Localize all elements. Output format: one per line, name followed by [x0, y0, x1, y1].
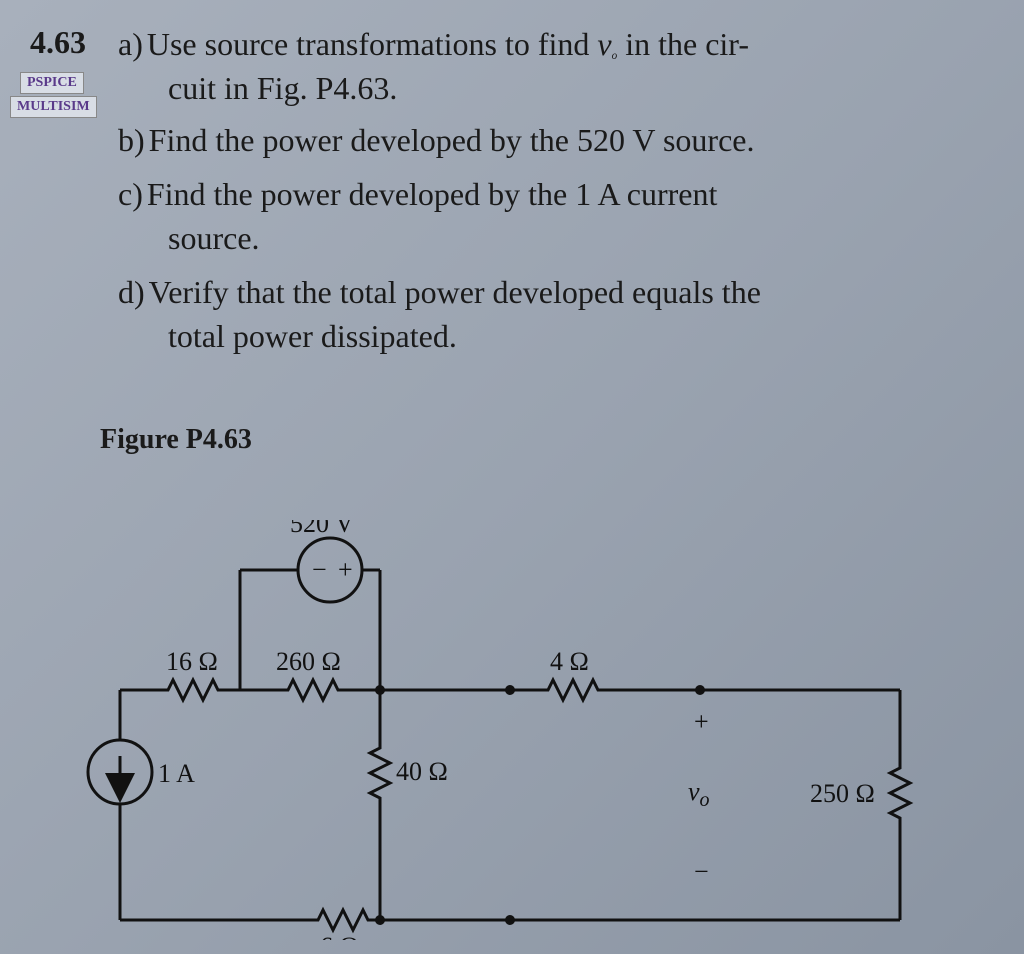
part-a-text1: Use source transformations to find — [147, 26, 598, 62]
part-c-cont: source. — [168, 216, 260, 261]
resistor-250 — [890, 760, 910, 826]
current-label: 1 A — [158, 759, 195, 788]
part-d-letter: d) — [118, 274, 145, 310]
part-c-text1: Find the power developed by the 1 A curr… — [147, 176, 718, 212]
label-r40: 40 Ω — [396, 757, 448, 786]
part-b-text: Find the power developed by the 520 V so… — [149, 122, 755, 158]
voltage-plus: + — [338, 555, 353, 584]
part-a-cont: cuit in Fig. P4.63. — [168, 66, 397, 111]
part-b-letter: b) — [118, 122, 145, 158]
part-d-text1: Verify that the total power developed eq… — [149, 274, 761, 310]
resistor-4 — [540, 680, 606, 700]
vo-plus: + — [694, 707, 709, 736]
badge-multisim: MULTISIM — [10, 96, 97, 118]
circuit-diagram: − + 520 V 1 A 16 Ω 260 Ω 4 Ω 40 Ω 6 Ω 25… — [80, 520, 940, 940]
vo-minus: − — [694, 857, 709, 886]
resistor-16 — [160, 680, 226, 700]
part-d-cont: total power dissipated. — [168, 314, 457, 359]
problem-number: 4.63 — [30, 24, 86, 61]
vo-symbol: vo — [688, 777, 710, 811]
resistor-260 — [280, 680, 346, 700]
part-c-letter: c) — [118, 176, 143, 212]
resistor-6 — [310, 910, 376, 930]
figure-label: Figure P4.63 — [100, 424, 252, 456]
resistor-40 — [370, 740, 390, 806]
voltage-label: 520 V — [290, 520, 354, 538]
badge-pspice: PSPICE — [20, 72, 84, 94]
part-a-text2: in the cir- — [617, 26, 749, 62]
part-a-var: v — [597, 26, 611, 62]
label-r250: 250 Ω — [810, 779, 875, 808]
label-r4: 4 Ω — [550, 647, 589, 676]
label-r260: 260 Ω — [276, 647, 341, 676]
label-r6: 6 Ω — [320, 932, 359, 940]
part-a-letter: a) — [118, 26, 143, 62]
label-r16: 16 Ω — [166, 647, 218, 676]
voltage-minus: − — [312, 555, 327, 584]
